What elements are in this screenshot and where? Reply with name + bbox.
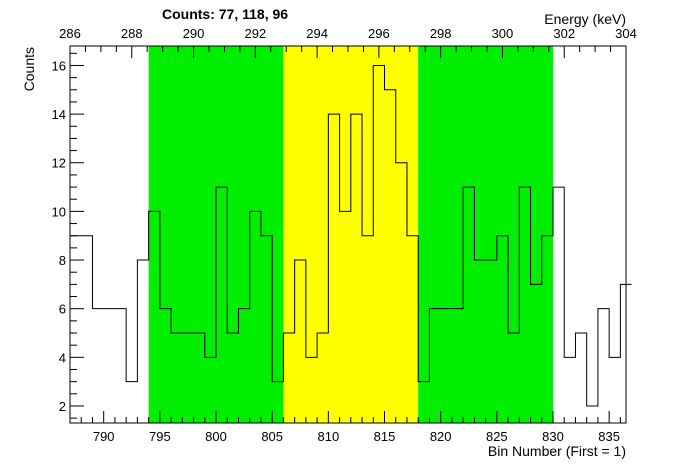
y-tick-label: 10 [52,204,66,219]
x-tick-label: 825 [486,429,508,444]
chart-title: Counts: 77, 118, 96 [162,6,288,22]
histogram-layer [70,64,632,407]
top-tick-label: 288 [121,26,143,41]
x-tick-label: 790 [93,429,115,444]
y-axis-ticks: 2 4 6 8 10 12 14 16 [52,52,84,419]
x-tick-label: 810 [317,429,339,444]
top-tick-label: 292 [244,26,266,41]
x-axis-ticks: 790 795 800 805 810 815 820 825 830 835 [69,411,621,444]
top-tick-label: 290 [183,26,205,41]
top-tick-label: 302 [553,26,575,41]
y-tick-label: 6 [59,302,66,317]
y-tick-label: 16 [52,58,66,73]
y-tick-label: 2 [59,399,66,414]
top-axis-ticks: 286 288 290 292 294 296 298 300 302 304 [59,26,637,58]
top-tick-label: 298 [430,26,452,41]
x-tick-label: 800 [205,429,227,444]
region-peak [283,46,419,423]
top-tick-label: 300 [492,26,514,41]
x-tick-label: 830 [542,429,564,444]
top-tick-label: 304 [615,26,637,41]
x-tick-label: 805 [261,429,283,444]
top-tick-label: 294 [306,26,328,41]
x-tick-label: 835 [598,429,620,444]
y-tick-label: 4 [59,350,66,365]
top-tick-label: 286 [59,26,81,41]
x-tick-label: 820 [430,429,452,444]
x-tick-label: 795 [149,429,171,444]
top-tick-label: 296 [368,26,390,41]
y-tick-label: 12 [52,156,66,171]
y-tick-label: 8 [59,253,66,268]
y-tick-label: 14 [52,107,66,122]
regions-layer [148,46,553,423]
x-axis-label: Bin Number (First = 1) [488,443,626,459]
top-axis-label: Energy (keV) [544,11,626,27]
region-right-background [418,46,553,423]
y-axis-label: Counts [21,47,37,91]
histogram-step-line [70,64,632,407]
x-tick-label: 815 [374,429,396,444]
